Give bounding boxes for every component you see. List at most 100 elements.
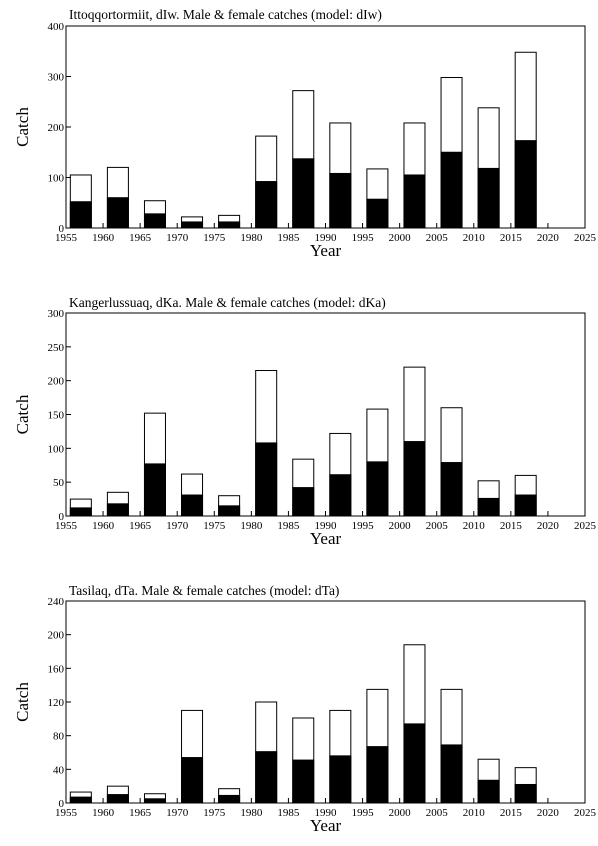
panel-0-x-axis-label: Year — [310, 241, 342, 260]
panel-0-bar-male-2002 — [403, 174, 426, 229]
panel-1-bar-male-1982 — [255, 442, 278, 517]
panel-0-xtick-label-2020: 2020 — [537, 232, 560, 244]
panel-1-bar-male-1997 — [366, 461, 389, 517]
panel-0-xtick-label-1960: 1960 — [92, 232, 115, 244]
panel-0-xtick-label-2015: 2015 — [500, 232, 523, 244]
panel-0-xtick-label-1965: 1965 — [129, 232, 152, 244]
panel-2-ytick-label-40: 40 — [53, 764, 65, 776]
panel-0-xtick-label-1985: 1985 — [277, 232, 300, 244]
panel-1-ytick-label-150: 150 — [48, 410, 65, 422]
panel-1-bar-male-1977 — [218, 505, 241, 517]
panel-1-xtick-label-1960: 1960 — [92, 520, 115, 532]
panel-1-xtick-label-2010: 2010 — [463, 520, 486, 532]
panel-2-bar-male-2007 — [440, 744, 463, 804]
panel-0-bar-male-1967 — [143, 213, 166, 229]
panel-1-x-axis-label: Year — [310, 529, 342, 548]
panel-0-bar-male-2012 — [477, 167, 500, 229]
panel-1-xtick-label-1980: 1980 — [240, 520, 263, 532]
panel-1-bar-male-1972 — [181, 494, 204, 517]
panel-0-bar-male-2007 — [440, 151, 463, 229]
panel-0-bar-male-2017 — [514, 140, 537, 229]
panel-1-title: Kangerlussuaq, dKa. Male & female catche… — [69, 295, 386, 310]
panel-1-bar-male-2012 — [477, 497, 500, 517]
panel-1-bar-male-2002 — [403, 441, 426, 517]
panel-2-ytick-label-200: 200 — [48, 630, 65, 642]
panel-2-bar-male-1967 — [143, 798, 166, 804]
panel-2-xtick-label-1960: 1960 — [92, 807, 115, 819]
panel-0-ytick-label-300: 300 — [48, 72, 65, 84]
panel-0-bar-male-1977 — [218, 221, 241, 229]
panel-1-xtick-label-1970: 1970 — [166, 520, 189, 532]
panel-2-xtick-label-2005: 2005 — [426, 807, 449, 819]
panel-2-xtick-label-2015: 2015 — [500, 807, 523, 819]
panel-0-xtick-label-2010: 2010 — [463, 232, 486, 244]
panel-2-bar-male-1987 — [292, 759, 315, 804]
panel-2-ytick-label-240: 240 — [48, 596, 65, 608]
panel-0-xtick-label-1970: 1970 — [166, 232, 189, 244]
panel-2-xtick-label-1990: 1990 — [315, 807, 338, 819]
panel-1-ytick-label-0: 0 — [59, 511, 65, 523]
panel-2-ytick-label-160: 160 — [48, 663, 65, 675]
panel-1-xtick-label-2020: 2020 — [537, 520, 560, 532]
panel-1-ytick-label-100: 100 — [48, 443, 65, 455]
panel-1-bar-male-1957 — [69, 507, 92, 517]
panel-1-ytick-label-300: 300 — [48, 308, 65, 320]
panel-1-bar-male-2007 — [440, 462, 463, 517]
panel-2-xtick-label-2025: 2025 — [574, 807, 597, 819]
panel-1-bar-male-1967 — [143, 463, 166, 517]
panel-1-ytick-label-50: 50 — [53, 477, 65, 489]
panel-0-ytick-label-200: 200 — [48, 122, 65, 134]
panel-0-xtick-label-2025: 2025 — [574, 232, 597, 244]
panel-1-xtick-label-2025: 2025 — [574, 520, 597, 532]
panel-2-xtick-label-1995: 1995 — [352, 807, 375, 819]
panel-2-xtick-label-1980: 1980 — [240, 807, 263, 819]
panel-2-ytick-label-80: 80 — [53, 731, 65, 743]
panel-2-ytick-label-120: 120 — [48, 697, 65, 709]
panel-2-bar-male-1982 — [255, 751, 278, 804]
panel-0-plot-frame — [65, 25, 586, 229]
panel-1-ytick-label-200: 200 — [48, 376, 65, 388]
panel-2-xtick-label-2020: 2020 — [537, 807, 560, 819]
panel-2-xtick-label-1965: 1965 — [129, 807, 152, 819]
panel-2-ytick-label-0: 0 — [59, 798, 65, 810]
panel-2-plot-frame — [65, 600, 586, 804]
panel-1-y-axis-label: Catch — [13, 394, 32, 434]
panel-0-bar-male-1992 — [329, 172, 352, 229]
panel-0-bar-male-1982 — [255, 181, 278, 229]
panel-2-bar-male-1977 — [218, 794, 241, 804]
panel-0-xtick-label-1995: 1995 — [352, 232, 375, 244]
panel-2-bar-male-1957 — [69, 796, 92, 804]
panel-0-y-axis-label: Catch — [13, 107, 32, 147]
panel-0-bar-male-1957 — [69, 201, 92, 229]
panel-1-xtick-label-1965: 1965 — [129, 520, 152, 532]
panel-1-bar-male-1987 — [292, 487, 315, 517]
panel-1-bar-male-2017 — [514, 494, 537, 517]
panel-2-bar-male-2017 — [514, 783, 537, 804]
panel-0-bar-male-1987 — [292, 158, 315, 229]
panel-2-bar-male-2012 — [477, 779, 500, 804]
panel-1-xtick-label-2015: 2015 — [500, 520, 523, 532]
panel-1-xtick-label-1985: 1985 — [277, 520, 300, 532]
panel-2-xtick-label-1970: 1970 — [166, 807, 189, 819]
panel-0-xtick-label-1990: 1990 — [315, 232, 338, 244]
panel-1-xtick-label-2000: 2000 — [389, 520, 412, 532]
panel-0-ytick-label-400: 400 — [48, 21, 65, 33]
panel-1-xtick-label-1990: 1990 — [315, 520, 338, 532]
panel-1-ytick-label-250: 250 — [48, 342, 65, 354]
panel-1-xtick-label-1995: 1995 — [352, 520, 375, 532]
panel-0-ytick-label-0: 0 — [59, 223, 65, 235]
panel-1-xtick-label-1955: 1955 — [55, 520, 78, 532]
panel-2-y-axis-label: Catch — [13, 682, 32, 722]
panel-2-bar-male-1972 — [181, 757, 204, 804]
panel-1-xtick-label-2005: 2005 — [426, 520, 449, 532]
panel-0-xtick-label-1975: 1975 — [203, 232, 226, 244]
panel-1-xtick-label-1975: 1975 — [203, 520, 226, 532]
panel-2-xtick-label-1975: 1975 — [203, 807, 226, 819]
panel-1-bar-male-1992 — [329, 474, 352, 517]
panel-0-title: Ittoqqortormiit, dIw. Male & female catc… — [69, 7, 382, 22]
panel-1-plot-frame — [65, 312, 586, 517]
panel-2-xtick-label-2010: 2010 — [463, 807, 486, 819]
panel-0-bar-male-1997 — [366, 198, 389, 229]
panel-2-bar-male-1992 — [329, 755, 352, 804]
